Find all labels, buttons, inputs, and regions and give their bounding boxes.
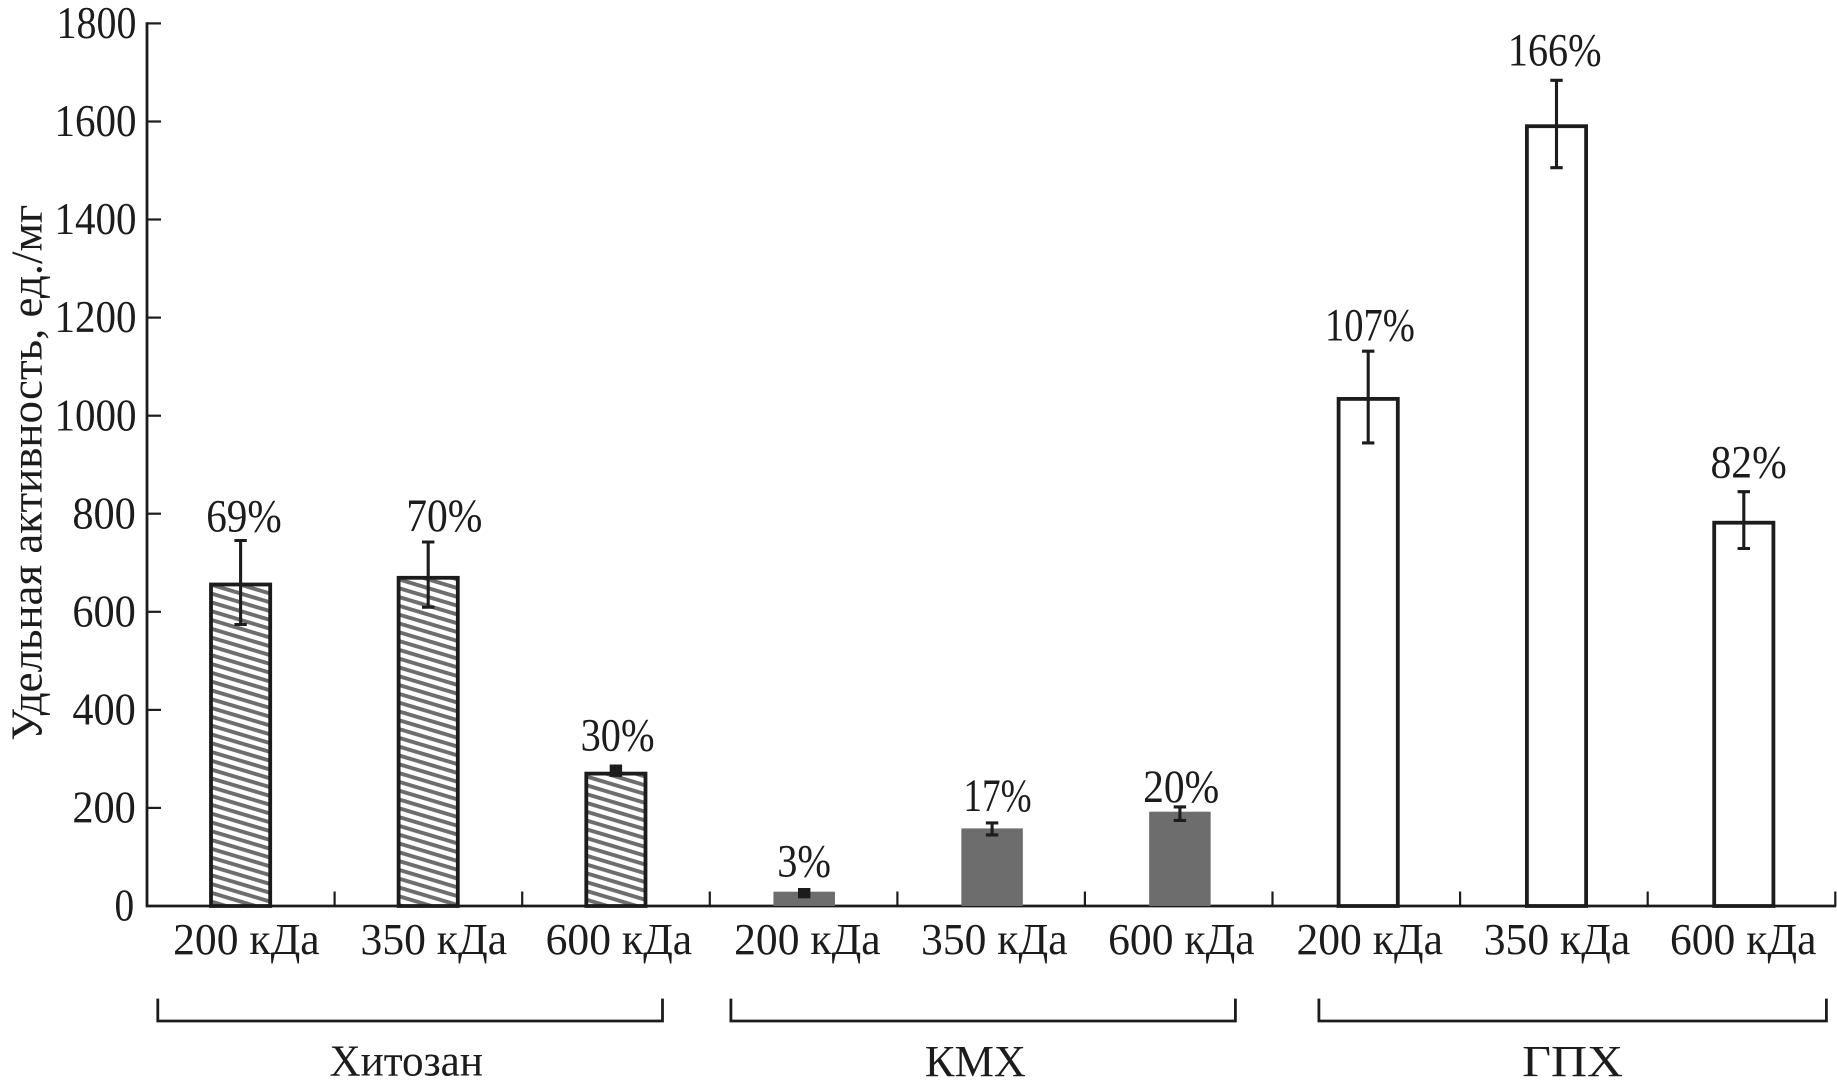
svg-text:600 кДа: 600 кДа xyxy=(546,914,693,964)
svg-text:200: 200 xyxy=(72,783,136,833)
svg-text:69%: 69% xyxy=(206,491,282,542)
svg-text:Удельная активность, ед./мг: Удельная активность, ед./мг xyxy=(2,205,52,741)
svg-text:1400: 1400 xyxy=(54,194,136,244)
svg-text:107%: 107% xyxy=(1325,301,1415,352)
svg-text:350 кДа: 350 кДа xyxy=(921,914,1068,964)
svg-text:20%: 20% xyxy=(1143,762,1219,813)
svg-text:30%: 30% xyxy=(581,710,655,761)
svg-text:82%: 82% xyxy=(1711,438,1787,489)
svg-text:1800: 1800 xyxy=(57,0,137,48)
svg-text:ГПХ: ГПХ xyxy=(1522,1036,1623,1086)
svg-text:166%: 166% xyxy=(1508,25,1602,76)
svg-text:200 кДа: 200 кДа xyxy=(734,914,881,964)
svg-text:1600: 1600 xyxy=(54,96,136,146)
svg-text:3%: 3% xyxy=(777,837,831,888)
svg-text:350 кДа: 350 кДа xyxy=(361,914,508,964)
svg-text:350 кДа: 350 кДа xyxy=(1484,914,1631,964)
svg-text:1200: 1200 xyxy=(54,292,136,342)
svg-text:200 кДа: 200 кДа xyxy=(173,914,320,964)
svg-text:17%: 17% xyxy=(963,771,1031,822)
svg-text:400: 400 xyxy=(72,685,136,735)
svg-text:200 кДа: 200 кДа xyxy=(1296,914,1443,964)
svg-text:КМХ: КМХ xyxy=(925,1036,1026,1086)
svg-text:70%: 70% xyxy=(406,491,482,542)
svg-text:600 кДа: 600 кДа xyxy=(1670,914,1817,964)
svg-text:Хитозан: Хитозан xyxy=(329,1036,483,1086)
svg-text:600 кДа: 600 кДа xyxy=(1108,914,1255,964)
svg-text:0: 0 xyxy=(115,881,135,931)
svg-text:600: 600 xyxy=(72,586,136,636)
svg-text:800: 800 xyxy=(72,488,136,538)
svg-text:1000: 1000 xyxy=(54,390,136,440)
